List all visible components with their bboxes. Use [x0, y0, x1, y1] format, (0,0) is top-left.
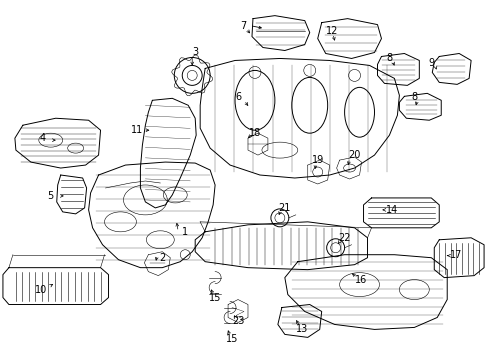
Text: 23: 23 — [231, 316, 244, 327]
Text: 16: 16 — [355, 275, 367, 285]
Text: 17: 17 — [449, 250, 462, 260]
Text: 11: 11 — [131, 125, 143, 135]
Text: 7: 7 — [240, 21, 245, 31]
Text: 10: 10 — [35, 284, 47, 294]
Text: 1: 1 — [182, 227, 188, 237]
Text: 13: 13 — [295, 324, 307, 334]
Text: 9: 9 — [427, 58, 433, 68]
Text: 15: 15 — [208, 293, 221, 302]
Text: 2: 2 — [159, 253, 165, 263]
Text: 8: 8 — [386, 54, 392, 63]
Text: 20: 20 — [347, 150, 360, 160]
Text: 14: 14 — [386, 205, 398, 215]
Text: 12: 12 — [325, 26, 337, 36]
Text: 18: 18 — [248, 128, 261, 138]
Text: 5: 5 — [47, 191, 54, 201]
Text: 22: 22 — [338, 233, 350, 243]
Text: 19: 19 — [311, 155, 323, 165]
Text: 8: 8 — [410, 92, 417, 102]
Text: 3: 3 — [192, 48, 198, 58]
Text: 15: 15 — [225, 334, 238, 345]
Text: 4: 4 — [40, 133, 46, 143]
Text: 21: 21 — [278, 203, 290, 213]
Text: 6: 6 — [234, 92, 241, 102]
